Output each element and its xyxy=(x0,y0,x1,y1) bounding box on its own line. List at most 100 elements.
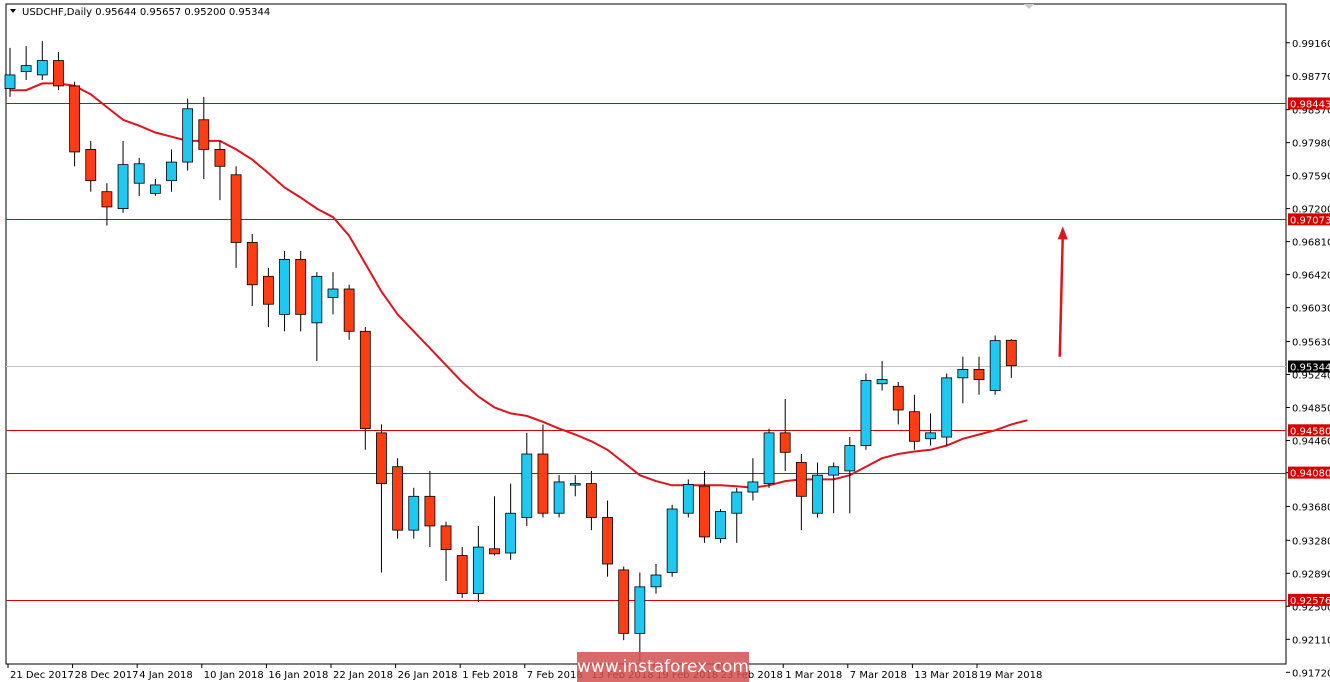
candle-17 xyxy=(279,250,290,332)
candle-39 xyxy=(634,572,646,662)
candle-53 xyxy=(860,373,872,450)
candle-body-bear xyxy=(262,275,274,305)
candle-body-bear xyxy=(779,432,791,453)
scroll-marker-icon[interactable] xyxy=(1024,4,1034,9)
x-tick-label-15: 19 Mar 2018 xyxy=(979,670,1042,681)
candle-19 xyxy=(311,272,323,361)
candle-31 xyxy=(505,483,517,560)
level-label-bg-1 xyxy=(1288,213,1330,226)
candle-40 xyxy=(650,564,662,594)
candle-body-bear xyxy=(909,411,920,442)
candle-11 xyxy=(182,98,194,171)
candle-42 xyxy=(682,479,694,518)
candle-46 xyxy=(747,458,759,501)
candle-4 xyxy=(69,81,80,167)
candle-49 xyxy=(795,454,807,531)
candle-body-bear xyxy=(198,119,210,150)
y-tick-label-10: 0.95240 xyxy=(1292,370,1330,381)
ma-line xyxy=(10,82,1028,489)
candle-body-bear xyxy=(246,242,258,286)
candle-14 xyxy=(230,166,242,268)
level-label-2: 0.94580 xyxy=(1290,426,1330,437)
candle-body-bull xyxy=(36,60,48,76)
candle-body-bear xyxy=(456,555,468,595)
x-tick-label-8: 7 Feb 2018 xyxy=(527,670,583,681)
y-tick-label-2: 0.98370 xyxy=(1292,106,1330,117)
candle-12 xyxy=(198,96,210,179)
x-tick-label-7: 1 Feb 2018 xyxy=(462,670,518,681)
candle-body-bear xyxy=(795,462,807,497)
candle-body-bull xyxy=(634,586,646,634)
watermark: www.instaforex.com xyxy=(577,652,749,682)
candle-body-bull xyxy=(20,65,32,72)
candle-22 xyxy=(359,327,371,450)
candle-body-bull xyxy=(828,466,840,476)
candle-body-bull xyxy=(311,275,323,324)
candle-body-bull xyxy=(860,379,872,446)
candle-body-bull xyxy=(763,432,775,485)
candle-body-bull xyxy=(182,108,194,163)
y-tick-label-12: 0.94460 xyxy=(1292,436,1330,447)
candle-body-bull xyxy=(876,379,888,385)
x-tick-label-4: 16 Jan 2018 xyxy=(268,670,328,681)
candle-5 xyxy=(85,140,97,192)
y-tick-label-17: 0.92500 xyxy=(1292,602,1330,613)
candle-60 xyxy=(973,356,985,395)
candle-body-bear xyxy=(376,432,387,485)
candle-18 xyxy=(295,250,307,332)
candle-body-bull xyxy=(569,483,581,486)
candle-0 xyxy=(4,47,16,97)
candle-8 xyxy=(133,157,145,196)
candle-7 xyxy=(117,140,129,213)
level-label-0: 0.98443 xyxy=(1290,99,1330,110)
x-tick-label-11: 23 Feb 2018 xyxy=(721,670,783,681)
plot-area xyxy=(5,3,1287,665)
candle-body-bull xyxy=(666,508,678,573)
candle-10 xyxy=(166,149,177,192)
level-label-1: 0.97073 xyxy=(1290,215,1330,226)
candle-body-bull xyxy=(133,163,145,184)
candle-29 xyxy=(472,525,484,603)
y-tick-label-11: 0.94850 xyxy=(1292,403,1330,414)
candle-62 xyxy=(1005,339,1017,378)
candle-50 xyxy=(812,462,823,518)
candle-body-bear xyxy=(489,548,500,555)
candle-body-bear xyxy=(295,258,307,315)
candle-body-bear xyxy=(392,466,404,531)
candle-body-bull xyxy=(957,368,969,379)
candle-52 xyxy=(844,437,856,514)
candle-41 xyxy=(666,504,678,577)
level-label-3: 0.94080 xyxy=(1290,469,1330,480)
y-tick-label-5: 0.97200 xyxy=(1292,205,1330,216)
candle-3 xyxy=(53,52,64,91)
candle-26 xyxy=(424,470,436,548)
candle-13 xyxy=(214,140,226,201)
x-tick-label-5: 22 Jan 2018 xyxy=(333,670,393,681)
candle-45 xyxy=(731,487,743,543)
candle-body-bull xyxy=(408,495,420,531)
y-tick-label-0: 0.99160 xyxy=(1292,39,1330,50)
candle-47 xyxy=(763,428,775,488)
horizontal-levels xyxy=(6,103,1286,601)
candle-body-bear xyxy=(359,330,371,430)
chart-title: USDCHF,Daily 0.95644 0.95657 0.95200 0.9… xyxy=(22,7,270,18)
candle-59 xyxy=(957,356,969,404)
moving-average xyxy=(10,82,1028,489)
y-tick-label-4: 0.97590 xyxy=(1292,172,1330,183)
dropdown-icon[interactable] xyxy=(10,9,16,13)
candle-9 xyxy=(149,179,161,196)
candle-48 xyxy=(779,399,791,471)
candle-body-bull xyxy=(279,258,290,315)
y-tick-label-9: 0.95630 xyxy=(1292,337,1330,348)
candle-body-bear xyxy=(602,517,613,565)
current-price-bg xyxy=(1288,360,1330,373)
candle-2 xyxy=(36,41,48,80)
price-axis: 0.99160 0.98770 0.98370 0.97980 0.97590 0.972… xyxy=(1286,39,1330,679)
candle-body-bull xyxy=(941,377,953,438)
candle-body-bear xyxy=(101,191,113,208)
x-tick-label-0: 21 Dec 2017 xyxy=(10,670,74,681)
candle-54 xyxy=(876,360,888,391)
candle-55 xyxy=(892,382,904,425)
candle-body-bull xyxy=(682,484,694,514)
